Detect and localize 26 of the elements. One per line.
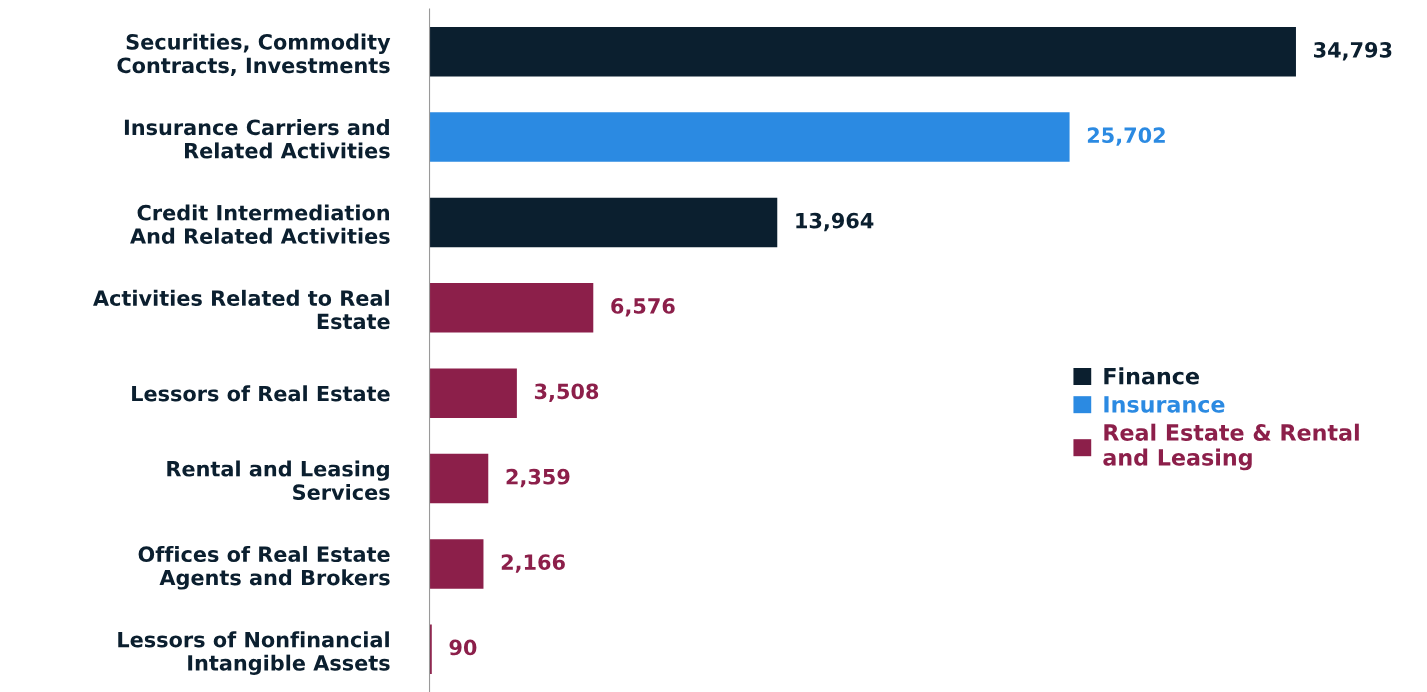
data-label: 6,576: [611, 298, 675, 317]
data-label: 2,359: [506, 468, 570, 488]
y-tick-label: Credit Intermediation And Related Activities: [130, 204, 390, 244]
bar: [429, 197, 778, 248]
bar: [429, 453, 489, 504]
data-label: 2,166: [501, 554, 565, 573]
data-label: 34,793: [1314, 41, 1392, 61]
bar: [429, 368, 517, 418]
bar: [429, 26, 1296, 77]
bar: [429, 539, 484, 589]
y-tick-label: Insurance Carriers and Related Activities: [124, 119, 390, 159]
data-label: 13,964: [796, 212, 874, 232]
data-label: 90: [449, 639, 477, 656]
bar: [429, 112, 1070, 162]
bar: [429, 283, 594, 333]
y-tick-label: Lessors of Nonfinancial Intangible Assets: [118, 631, 390, 675]
data-label: 3,508: [534, 383, 599, 402]
y-tick-label: Securities, Commodity Contracts, Investments: [117, 33, 391, 76]
legend-label: Insurance: [1104, 396, 1225, 413]
legend-label: Finance: [1104, 367, 1199, 385]
legend-label: Real Estate & Rental and Leasing: [1103, 423, 1359, 471]
data-label: 25,702: [1087, 127, 1165, 146]
y-tick-label: Rental and Leasing Services: [167, 460, 390, 501]
y-tick-label: Lessors of Real Estate: [132, 385, 390, 402]
y-tick-label: Activities Related to Real Estate: [93, 289, 390, 330]
y-tick-label: Offices of Real Estate Agents and Brokers: [138, 545, 390, 590]
